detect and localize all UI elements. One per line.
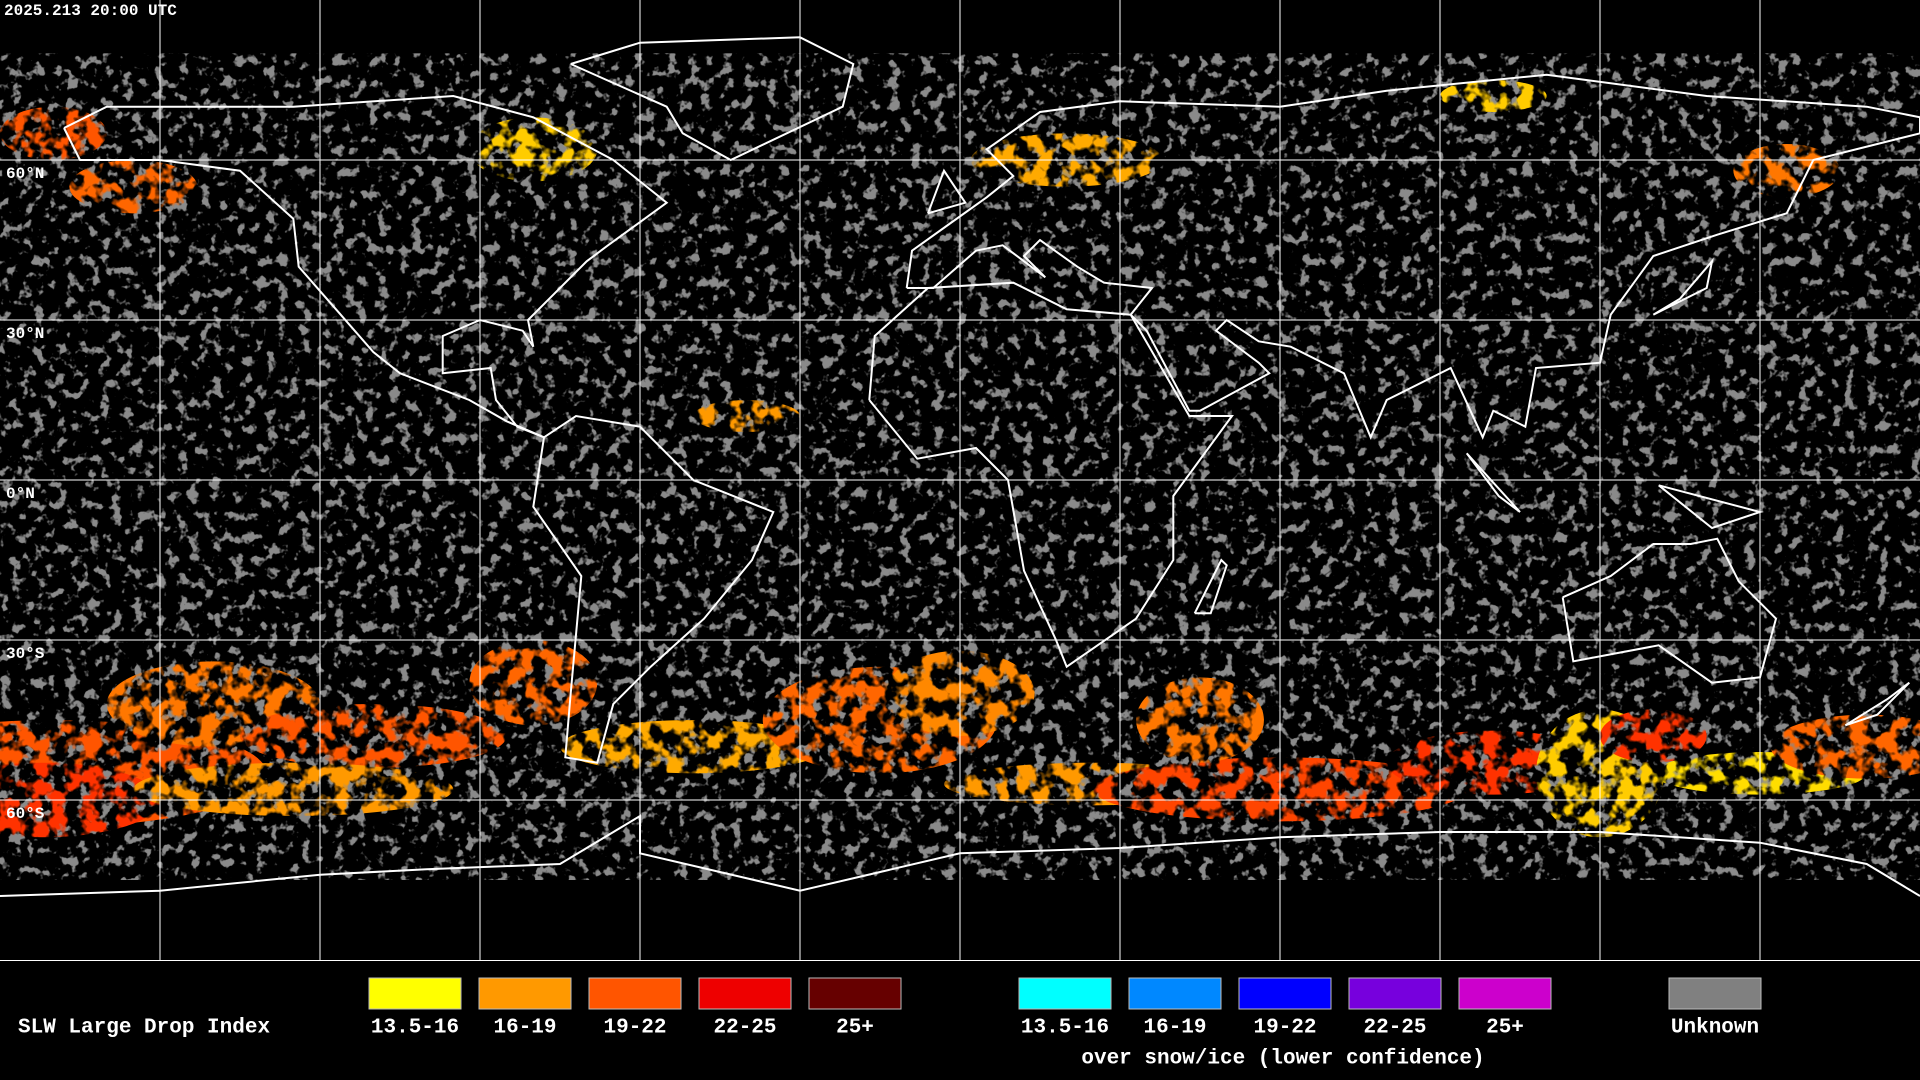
storm-patch [1440,80,1547,112]
legend-swatch [588,977,682,1010]
legend-label: 19-22 [603,1017,666,1040]
timestamp: 2025.213 20:00 UTC [4,2,177,20]
coastline [1193,558,1228,615]
storm-patch [1136,677,1264,763]
storm-patch [693,400,800,432]
legend-label: 16-19 [493,1017,556,1040]
coastline [63,94,669,439]
legend-swatch [1128,977,1222,1010]
storm-patch [1600,709,1707,763]
latitude-label: 0°N [6,485,35,503]
latitude-label: 60°S [6,805,45,823]
coastline [1652,257,1714,316]
legend-swatch [478,977,572,1010]
legend: 13.5-16 16-19 19-22 22-25 25+ 13.5-16 16-19 19-… [368,977,1762,1040]
storm-patch [469,117,598,182]
storm-patch [1733,144,1840,198]
storm-patch [240,704,507,768]
legend-swatch [698,977,792,1010]
coastline [570,36,855,162]
graticule [0,0,1920,960]
legend-label: 13.5-16 [371,1017,459,1040]
coastline [1658,484,1764,530]
legend-swatch [1458,977,1552,1010]
legend-label: 22-25 [1363,1017,1426,1040]
coastline [0,814,1920,897]
storm-patch [469,640,598,726]
legend-swatch [1238,977,1332,1010]
coastline [1465,452,1521,513]
map-border [0,960,1920,961]
coastline [1844,681,1911,727]
legend-swatch [1348,977,1442,1010]
coastline [868,281,1234,669]
legend-label: 25+ [1486,1017,1524,1040]
legend-label: 16-19 [1143,1017,1206,1040]
legend-swatch [368,977,462,1010]
legend-title: SLW Large Drop Index [18,1017,270,1040]
legend-swatch [1668,977,1762,1010]
latitude-label: 30°S [6,645,45,663]
legend-swatch [1018,977,1112,1010]
legend-label: Unknown [1671,1017,1759,1040]
latitude-label: 30°N [6,325,44,343]
storm-patch [560,720,827,774]
legend-label: 25+ [836,1017,874,1040]
storm-patch [133,762,454,816]
coastline [532,414,775,764]
coastline [1561,537,1778,684]
latitude-labels: 60°N 30°N 0°N 30°S 60°S [6,165,45,823]
latitude-label: 60°N [6,165,44,183]
storm-patch [1770,714,1920,779]
legend-swatch [808,977,902,1010]
coastline [927,168,967,215]
legend-label: 22-25 [713,1017,776,1040]
storm-patch [69,160,198,214]
legend-caption: over snow/ice (lower confidence) [1081,1048,1484,1071]
legend-label: 13.5-16 [1021,1017,1109,1040]
legend-label: 19-22 [1253,1017,1316,1040]
